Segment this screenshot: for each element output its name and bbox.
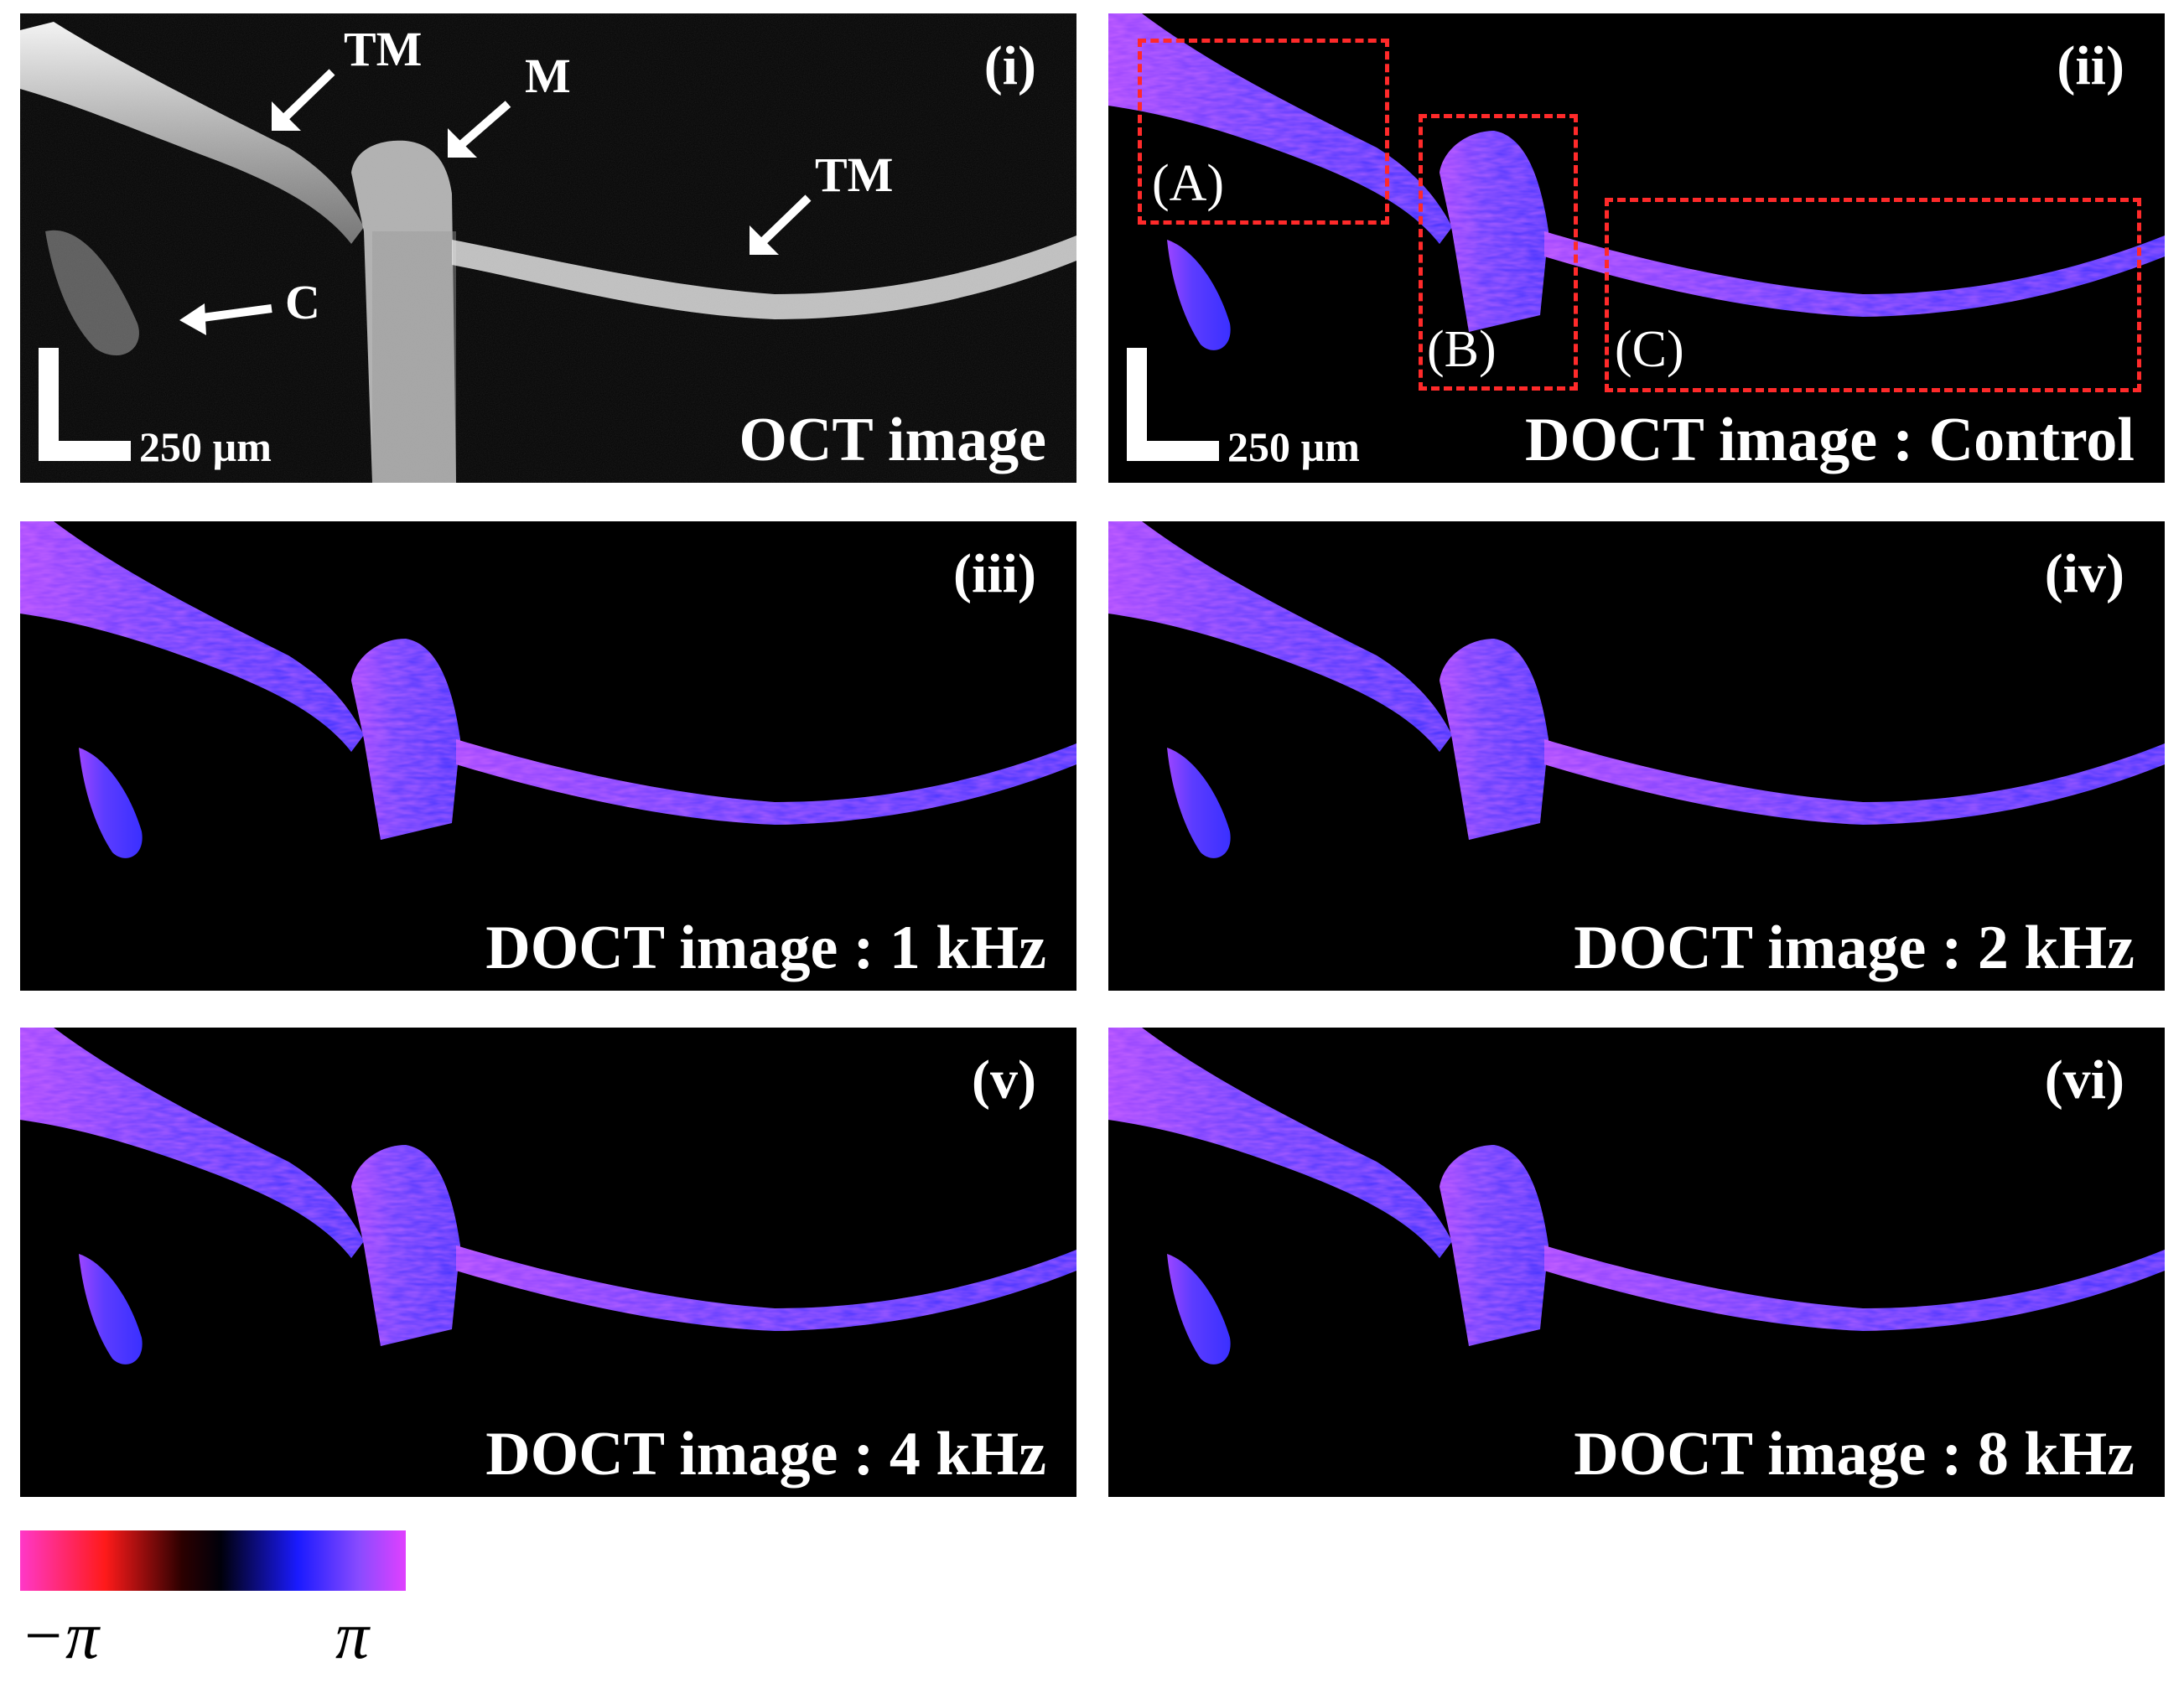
- colorbar-min-label: −π: [20, 1599, 100, 1673]
- colorbar-max-label: π: [335, 1599, 370, 1673]
- roi-label-c: (C): [1615, 321, 1684, 378]
- panel-doct-2khz: (iv) DOCT image : 2 kHz: [1108, 521, 2165, 991]
- panel-caption-iv: DOCT image : 2 kHz: [1574, 914, 2135, 982]
- scale-bar: [39, 348, 131, 461]
- scale-bar-label: 250 µm: [1227, 423, 1360, 470]
- panel-tag-iii: (iii): [953, 543, 1036, 604]
- doct-tissue-image: [20, 521, 1076, 858]
- panel-doct-control: (A) (B) (C) (ii) 250 µm DOCT image : Con…: [1108, 13, 2165, 483]
- phase-colorbar: [20, 1530, 406, 1591]
- doct-tissue-image: [1108, 1028, 2165, 1365]
- panel-tag-iv: (iv): [2044, 543, 2124, 604]
- scale-bar: [1127, 348, 1219, 461]
- label-tm-right: TM: [815, 148, 894, 202]
- panel-caption-v: DOCT image : 4 kHz: [485, 1420, 1046, 1489]
- panel-caption-ii: DOCT image : Control: [1525, 406, 2135, 474]
- panel-tag-i: (i): [983, 35, 1036, 96]
- oct-tissue-image: [20, 13, 1076, 483]
- doct-tissue-image: [1108, 13, 2165, 350]
- scale-bar-label: 250 µm: [139, 423, 272, 470]
- panel-caption-vi: DOCT image : 8 kHz: [1574, 1420, 2135, 1489]
- panel-tag-ii: (ii): [2057, 35, 2124, 96]
- label-tm-left: TM: [344, 22, 423, 76]
- panel-tag-v: (v): [972, 1049, 1036, 1111]
- doct-tissue-image: [1108, 521, 2165, 858]
- doct-tissue-image: [20, 1028, 1076, 1365]
- panel-caption-iii: DOCT image : 1 kHz: [485, 914, 1046, 982]
- roi-label-b: (B): [1427, 321, 1497, 378]
- roi-box-c: [1605, 198, 2141, 392]
- label-malleus: M: [525, 49, 571, 103]
- roi-label-a: (A): [1152, 155, 1225, 212]
- label-cochlea: C: [285, 275, 320, 329]
- panel-doct-1khz: (iii) DOCT image : 1 kHz: [20, 521, 1076, 991]
- panel-doct-4khz: (v) DOCT image : 4 kHz: [20, 1028, 1076, 1497]
- roi-box-b: [1419, 114, 1578, 391]
- panel-oct: TM M TM C (i) 250 µm OCT image: [20, 13, 1076, 483]
- panel-caption-i: OCT image: [739, 406, 1046, 474]
- roi-box-a: [1138, 39, 1389, 225]
- panel-doct-8khz: (vi) DOCT image : 8 kHz: [1108, 1028, 2165, 1497]
- panel-tag-vi: (vi): [2044, 1049, 2124, 1111]
